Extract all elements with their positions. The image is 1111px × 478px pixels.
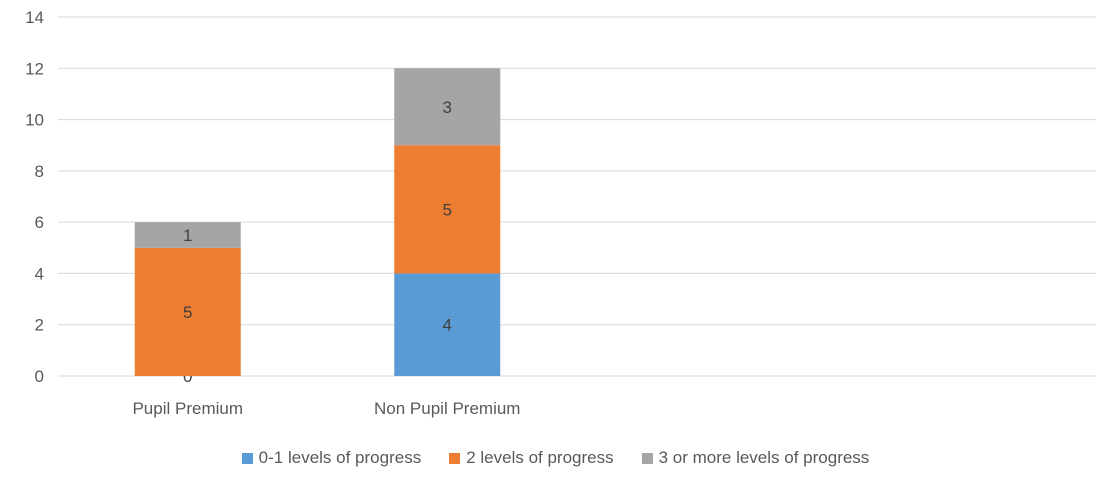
bar-segment [394, 145, 501, 274]
chart-plot: 0 2 4 6 8 10 12 14 0 5 1 Pupil Premium 4 5 3 Non Pupil … [25, 8, 1096, 418]
chart-legend: 0-1 levels of progress 2 levels of progre… [0, 448, 1111, 468]
legend-swatch [641, 452, 653, 464]
bar-segment [394, 273, 501, 376]
legend-item: 3 or more levels of progress [641, 448, 870, 468]
data-label: 5 [443, 200, 452, 219]
legend-item: 0-1 levels of progress [241, 448, 422, 468]
y-tick-label: 8 [35, 162, 44, 181]
x-tick-label: Pupil Premium [132, 399, 243, 418]
legend-label: 2 levels of progress [466, 448, 614, 467]
y-tick-label: 0 [35, 367, 44, 386]
y-tick-label: 10 [25, 111, 44, 130]
legend-swatch [241, 452, 253, 464]
data-label: 3 [443, 98, 452, 117]
data-label: 4 [443, 316, 452, 335]
legend-item: 2 levels of progress [449, 448, 614, 468]
y-tick-label: 4 [35, 264, 44, 283]
legend-swatch [449, 452, 461, 464]
data-label: 0 [183, 367, 192, 386]
legend-label: 3 or more levels of progress [658, 448, 870, 467]
x-tick-label: Non Pupil Premium [374, 399, 520, 418]
y-tick-label: 12 [25, 59, 44, 78]
y-tick-label: 2 [35, 316, 44, 335]
bar-segment [394, 68, 501, 146]
bar-segment [134, 247, 241, 376]
data-label: 1 [183, 226, 192, 245]
y-tick-label: 14 [25, 8, 44, 27]
bar-segment [134, 222, 241, 248]
y-tick-label: 6 [35, 213, 44, 232]
legend-label: 0-1 levels of progress [258, 448, 422, 467]
data-label: 5 [183, 303, 192, 322]
